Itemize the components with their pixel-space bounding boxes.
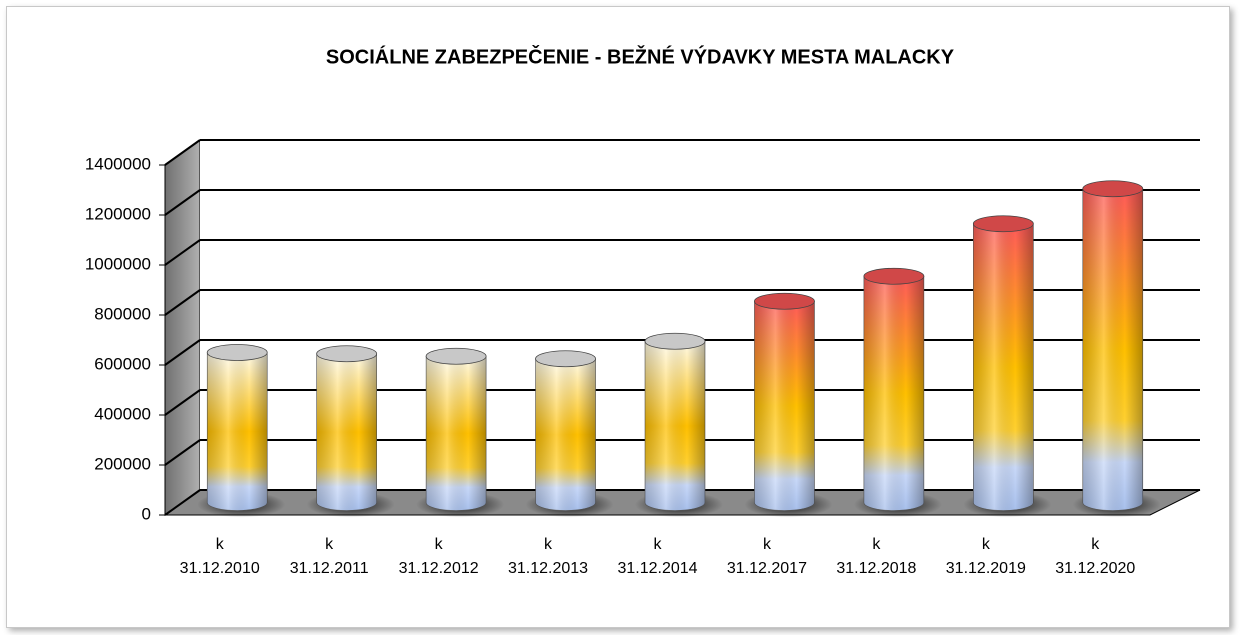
bar-shading (316, 353, 377, 511)
y-tick-label: 1200000 (85, 204, 151, 223)
bar-top (863, 267, 925, 285)
bar-shading (207, 352, 268, 511)
x-tick-label: k 31.12.2020 (1055, 536, 1136, 577)
bar-top (316, 345, 378, 363)
bar-top (754, 292, 815, 310)
grid-line (164, 339, 201, 366)
bar-shading (754, 301, 815, 511)
x-tick-label: k 31.12.2014 (617, 536, 698, 577)
bar-top (425, 347, 487, 365)
grid-line (164, 239, 201, 266)
y-tick-label: 800000 (94, 304, 151, 323)
x-tick-label: k 31.12.2017 (726, 536, 807, 577)
grid-line (164, 489, 201, 516)
y-tick-label: 0 (142, 504, 151, 523)
bar-top (206, 344, 268, 361)
y-tick-label: 1000000 (85, 254, 151, 273)
bar-top (535, 350, 596, 368)
x-tick-label: k 31.12.2019 (945, 536, 1026, 577)
grid-line (164, 439, 201, 466)
side-wall (164, 139, 201, 516)
x-tick-label: k 31.12.2012 (398, 536, 479, 577)
bar-top (1082, 180, 1144, 198)
x-tick-label: k 31.12.2013 (508, 536, 589, 577)
x-tick-label: k 31.12.2011 (289, 536, 369, 577)
grid-line (164, 289, 201, 316)
bar-shading (973, 223, 1034, 511)
x-tick-label: k 31.12.2018 (836, 536, 917, 577)
grid-line (164, 189, 201, 216)
grid-line (164, 139, 201, 166)
grid-line (164, 389, 201, 416)
y-tick-label: 600000 (94, 354, 151, 373)
bar-top (972, 215, 1034, 233)
y-tick-label: 400000 (94, 404, 151, 423)
bar-shading (1082, 188, 1143, 511)
bar-shading (426, 356, 487, 511)
y-tick-label: 1400000 (85, 154, 151, 173)
bar-shading (535, 358, 596, 511)
x-tick-label: k 31.12.2010 (179, 536, 260, 577)
bar-shading (645, 341, 705, 511)
chart-title: SOCIÁLNE ZABEZPEČENIE - BEŽNÉ VÝDAVKY ME… (326, 44, 955, 68)
bar-top (644, 332, 706, 350)
bar-shading (863, 276, 924, 511)
y-tick-label: 200000 (94, 454, 151, 473)
